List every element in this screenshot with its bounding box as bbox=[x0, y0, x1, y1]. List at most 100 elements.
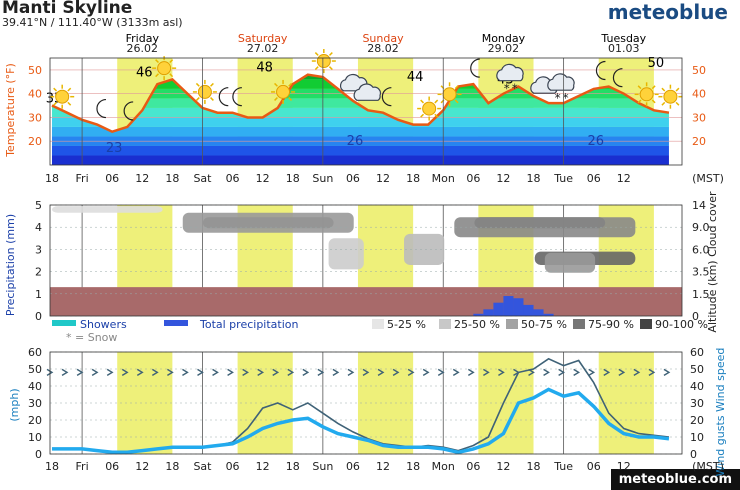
wind-direction-arrow bbox=[467, 368, 475, 377]
wind-direction-arrow bbox=[618, 368, 626, 377]
precip-tick-left: 4 bbox=[35, 221, 42, 234]
precipitation-bar bbox=[473, 313, 484, 316]
precipitation-bar bbox=[483, 309, 494, 316]
temperature-color-band bbox=[52, 145, 669, 156]
wind-tick-right: 10 bbox=[690, 431, 704, 444]
wind-direction-arrow bbox=[362, 368, 370, 377]
time-axis-label-bottom: 18 bbox=[286, 460, 300, 473]
cloud-legend-swatch bbox=[372, 319, 384, 329]
sun-icon bbox=[637, 99, 642, 104]
legend-showers-label: Showers bbox=[80, 318, 127, 331]
location-title: Manti Skyline bbox=[2, 0, 133, 18]
time-axis-label-bottom: Fri bbox=[76, 460, 89, 473]
wind-tick-right: 20 bbox=[690, 414, 704, 427]
time-axis-label-top: 06 bbox=[587, 172, 601, 185]
cloud-legend-label: 75-90 % bbox=[588, 318, 634, 331]
wind-direction-arrow bbox=[633, 368, 641, 377]
wind-direction-arrow bbox=[648, 368, 656, 377]
precipitation-bar bbox=[503, 296, 514, 316]
time-axis-label-bottom: 06 bbox=[587, 460, 601, 473]
altitude-tick-right: 9.0 bbox=[692, 221, 710, 234]
wind-direction-arrow bbox=[272, 368, 280, 377]
cloud-legend-swatch bbox=[573, 319, 585, 329]
time-axis-label-top: 18 bbox=[45, 172, 59, 185]
precip-tick-left: 3 bbox=[35, 243, 42, 256]
altitude-tick-right: 1.5 bbox=[692, 288, 710, 301]
wind-direction-arrow bbox=[558, 368, 565, 377]
time-axis-label-bottom: 06 bbox=[226, 460, 240, 473]
wind-tick-left: 50 bbox=[28, 363, 42, 376]
legend-snow-label: * = Snow bbox=[66, 331, 117, 344]
wind-direction-arrow bbox=[257, 368, 265, 377]
wind-tick-right: 60 bbox=[690, 346, 704, 359]
sun-icon bbox=[661, 101, 666, 106]
time-axis-label-top: 18 bbox=[165, 172, 179, 185]
time-axis-label-bottom: 12 bbox=[135, 460, 149, 473]
sun-icon bbox=[420, 113, 425, 118]
wind-direction-arrow bbox=[46, 368, 54, 377]
time-axis-label-top: Tue bbox=[553, 172, 573, 185]
sun-icon bbox=[661, 87, 666, 92]
sun-icon bbox=[55, 89, 70, 104]
wind-direction-arrow bbox=[136, 368, 144, 377]
time-axis-label-bottom: 12 bbox=[496, 460, 510, 473]
snow-cloud-icon bbox=[496, 63, 524, 82]
wind-speed-line bbox=[52, 387, 670, 455]
sun-icon bbox=[155, 73, 160, 78]
wind-direction-arrow bbox=[227, 368, 234, 377]
cloud-legend-label: 5-25 % bbox=[387, 318, 426, 331]
time-axis-label-top: 12 bbox=[376, 172, 390, 185]
panel-frame bbox=[49, 351, 683, 455]
time-axis-label-top: 18 bbox=[406, 172, 420, 185]
legend-total-precip-swatch bbox=[164, 320, 188, 326]
sun-icon bbox=[210, 97, 214, 101]
altitude-tick-right: 14 bbox=[692, 199, 706, 212]
day-date-label: 26.02 bbox=[127, 42, 159, 55]
low-cloud-band bbox=[50, 287, 682, 316]
time-axis-label-bottom: 12 bbox=[256, 460, 270, 473]
wind-direction-arrow bbox=[212, 368, 219, 377]
day-date-label: 29.02 bbox=[488, 42, 520, 55]
meteoblue-footer-link[interactable]: meteoblue.com bbox=[610, 469, 740, 490]
sun-icon bbox=[434, 99, 439, 104]
wind-direction-arrow bbox=[392, 368, 400, 377]
temperature-color-band bbox=[52, 126, 669, 137]
wind-direction-arrow bbox=[573, 368, 581, 377]
moon-icon bbox=[470, 58, 480, 78]
temperature-color-band bbox=[52, 155, 669, 165]
wind-direction-arrow bbox=[437, 368, 445, 377]
temperature-value-label: 44 bbox=[407, 70, 424, 85]
temperature-value-label: 23 bbox=[106, 141, 123, 156]
precipitation-bar bbox=[513, 298, 524, 316]
wind-direction-arrow bbox=[76, 368, 84, 377]
sun-icon bbox=[675, 101, 680, 106]
legend-total-precip-label: Total precipitation bbox=[199, 318, 299, 331]
wind-direction-arrow bbox=[407, 368, 415, 377]
timezone-label: (MST) bbox=[692, 172, 724, 185]
sun-icon bbox=[67, 101, 72, 106]
wind-direction-arrow bbox=[302, 368, 310, 377]
time-axis-label-top: Fri bbox=[76, 172, 89, 185]
wind-right-axis-label: Wind gusts Wind speed bbox=[714, 348, 727, 477]
temperature-color-band bbox=[52, 117, 669, 127]
precip-tick-left: 5 bbox=[35, 199, 42, 212]
sun-icon bbox=[157, 61, 172, 76]
day-date-label: 27.02 bbox=[247, 42, 279, 55]
sun-icon bbox=[454, 85, 459, 90]
meteoblue-logo[interactable]: meteoblue bbox=[607, 0, 728, 24]
precipitation-bar bbox=[523, 304, 534, 316]
wind-direction-arrow bbox=[422, 368, 430, 377]
wind-direction-arrow bbox=[498, 368, 505, 377]
temperature-color-band bbox=[52, 107, 669, 118]
time-axis-label-bottom: 12 bbox=[376, 460, 390, 473]
wind-direction-arrow bbox=[483, 368, 490, 377]
wind-direction-arrow bbox=[106, 368, 114, 377]
sun-icon bbox=[422, 101, 437, 116]
cloud-legend-label: 50-75 % bbox=[521, 318, 567, 331]
sun-icon bbox=[663, 89, 678, 104]
sun-icon bbox=[53, 101, 58, 106]
sun-icon bbox=[274, 97, 278, 101]
precip-tick-left: 1 bbox=[35, 288, 42, 301]
temperature-value-label: 26 bbox=[347, 134, 364, 149]
time-axis-label-bottom: 18 bbox=[406, 460, 420, 473]
